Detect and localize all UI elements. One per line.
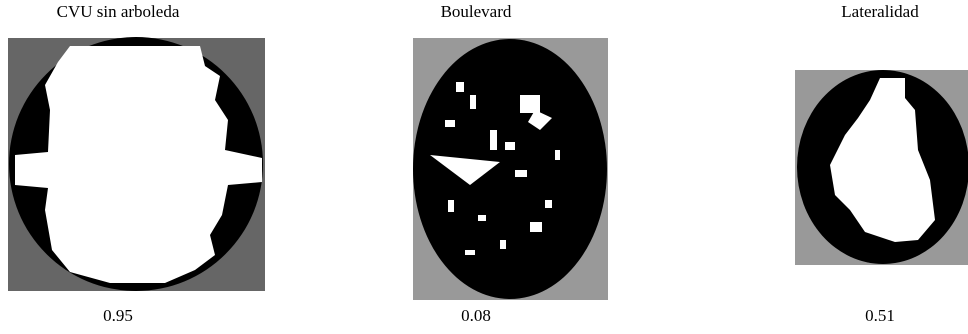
page: CVU sin arboleda 0.95 Boulevard 0.08	[0, 0, 968, 329]
panel-title: Boulevard	[441, 2, 512, 21]
panel: Lateralidad 0.51	[795, 2, 968, 325]
panel-value: 0.95	[103, 306, 133, 325]
panel-value: 0.08	[461, 306, 491, 325]
figure: CVU sin arboleda 0.95 Boulevard 0.08	[0, 0, 968, 329]
fisheye-image	[413, 38, 608, 300]
panel-value: 0.51	[865, 306, 895, 325]
panel: CVU sin arboleda 0.95	[8, 2, 265, 325]
panel: Boulevard 0.08	[413, 2, 608, 325]
fisheye-image	[795, 70, 968, 265]
panel-title: Lateralidad	[841, 2, 919, 21]
panel-title: CVU sin arboleda	[57, 2, 180, 21]
fisheye-image	[8, 37, 265, 291]
